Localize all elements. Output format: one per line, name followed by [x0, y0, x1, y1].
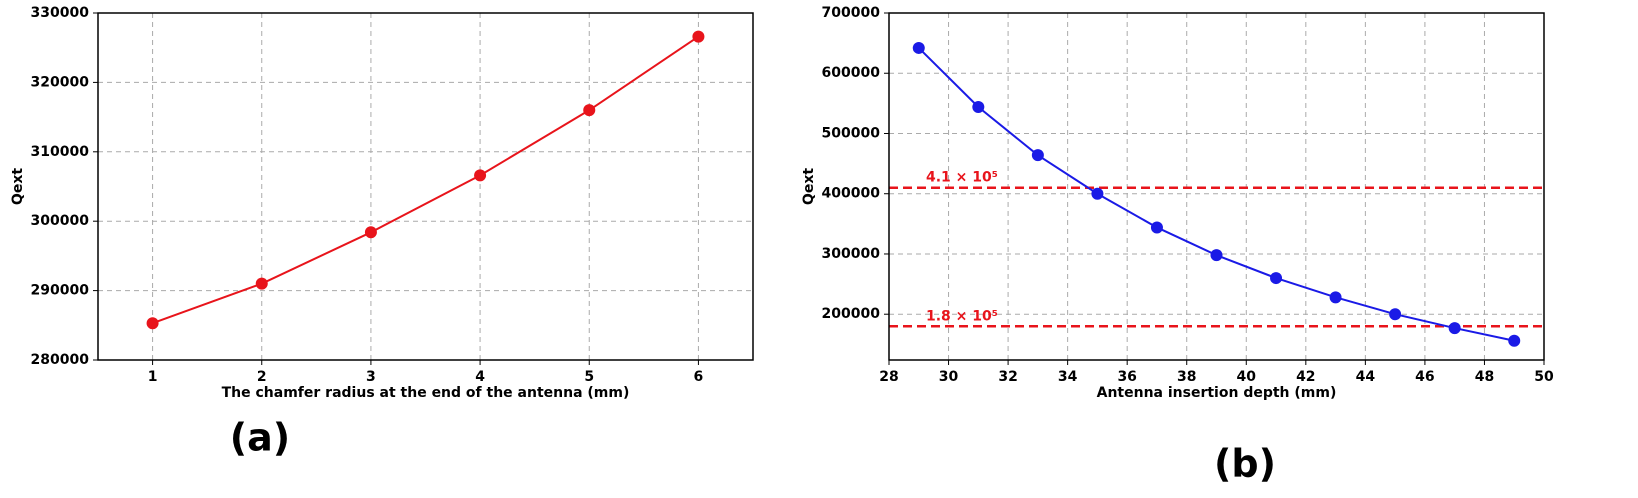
marker — [692, 30, 705, 43]
reference-label: 1.8 × 10⁵ — [926, 308, 998, 324]
marker — [583, 104, 596, 117]
marker — [1329, 291, 1342, 304]
series-line — [152, 35, 699, 325]
y-tick-label: 400000 — [822, 186, 881, 202]
x-tick-label: 42 — [1296, 369, 1315, 385]
x-axis-label: The chamfer radius at the end of the ant… — [222, 385, 630, 401]
x-tick-label: 46 — [1415, 369, 1434, 385]
y-tick-label: 320000 — [31, 74, 90, 90]
marker — [255, 277, 268, 290]
chart-title: (a) — [230, 416, 290, 460]
reference-label: 4.1 × 10⁵ — [926, 170, 998, 186]
x-tick-label: 28 — [879, 369, 898, 385]
marker — [1150, 221, 1163, 234]
marker — [912, 41, 925, 54]
x-tick-label: 38 — [1177, 369, 1196, 385]
x-tick-label: 6 — [694, 369, 704, 385]
y-tick-label: 330000 — [31, 5, 90, 21]
y-tick-label: 500000 — [822, 125, 881, 141]
y-axis-label: Qext — [10, 168, 26, 205]
x-tick-label: 30 — [939, 369, 959, 385]
marker — [1508, 334, 1521, 347]
y-tick-label: 600000 — [822, 65, 881, 81]
y-tick-label: 280000 — [31, 352, 90, 368]
x-tick-label: 4 — [475, 369, 485, 385]
marker — [1270, 272, 1283, 285]
x-tick-label: 2 — [257, 369, 267, 385]
y-axis-label: Qext — [801, 168, 817, 205]
marker — [1448, 322, 1461, 335]
x-tick-label: 5 — [584, 369, 594, 385]
x-tick-label: 32 — [998, 369, 1017, 385]
marker — [364, 226, 377, 239]
marker — [1389, 308, 1402, 321]
y-tick-label: 700000 — [822, 5, 881, 21]
y-tick-label: 300000 — [31, 213, 90, 229]
y-tick-label: 290000 — [31, 283, 90, 299]
x-tick-label: 50 — [1534, 369, 1554, 385]
y-tick-label: 200000 — [822, 306, 881, 322]
x-tick-label: 1 — [148, 369, 158, 385]
x-tick-label: 3 — [366, 369, 376, 385]
marker — [972, 100, 985, 113]
x-tick-label: 40 — [1237, 369, 1257, 385]
marker — [1031, 149, 1044, 162]
plot-frame — [888, 12, 1545, 361]
x-tick-label: 34 — [1058, 369, 1078, 385]
marker — [146, 317, 159, 330]
y-tick-label: 310000 — [31, 144, 90, 160]
x-axis-label: Antenna insertion depth (mm) — [1097, 385, 1337, 401]
x-tick-label: 44 — [1356, 369, 1376, 385]
marker — [1210, 249, 1223, 262]
marker — [474, 169, 487, 182]
chart-title: (b) — [1214, 442, 1276, 486]
plot-frame — [97, 12, 754, 361]
x-tick-label: 36 — [1117, 369, 1136, 385]
marker — [1091, 187, 1104, 200]
y-tick-label: 300000 — [822, 246, 881, 262]
x-tick-label: 48 — [1475, 369, 1494, 385]
